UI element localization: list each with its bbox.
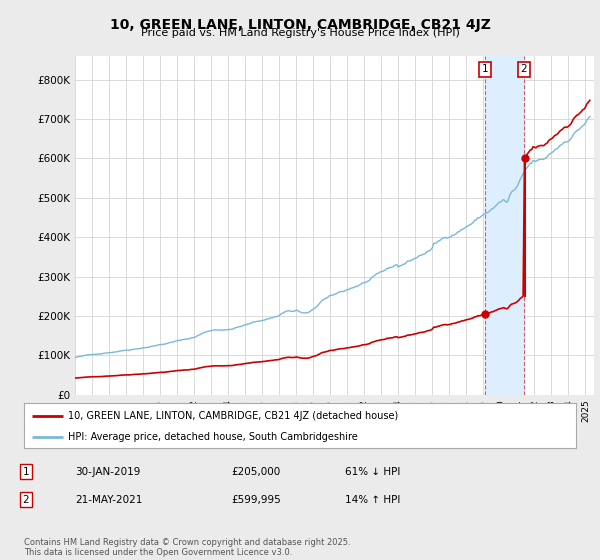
Text: 2: 2 [521, 64, 527, 74]
Bar [485, 56, 524, 395]
Text: HPI: Average price, detached house, South Cambridgeshire: HPI: Average price, detached house, Sout… [68, 432, 358, 442]
Text: 21-MAY-2021: 21-MAY-2021 [75, 494, 142, 505]
Text: 1: 1 [22, 466, 29, 477]
Text: 1: 1 [481, 64, 488, 74]
Text: Contains HM Land Registry data © Crown copyright and database right 2025.
This d: Contains HM Land Registry data © Crown c… [24, 538, 350, 557]
Text: 14% ↑ HPI: 14% ↑ HPI [345, 494, 400, 505]
Text: 2: 2 [22, 494, 29, 505]
Text: Price paid vs. HM Land Registry's House Price Index (HPI): Price paid vs. HM Land Registry's House … [140, 28, 460, 38]
Text: 10, GREEN LANE, LINTON, CAMBRIDGE, CB21 4JZ (detached house): 10, GREEN LANE, LINTON, CAMBRIDGE, CB21 … [68, 410, 398, 421]
Text: 10, GREEN LANE, LINTON, CAMBRIDGE, CB21 4JZ: 10, GREEN LANE, LINTON, CAMBRIDGE, CB21 … [110, 18, 490, 32]
Text: £205,000: £205,000 [231, 466, 280, 477]
Text: 61% ↓ HPI: 61% ↓ HPI [345, 466, 400, 477]
Text: 30-JAN-2019: 30-JAN-2019 [75, 466, 140, 477]
Text: £599,995: £599,995 [231, 494, 281, 505]
